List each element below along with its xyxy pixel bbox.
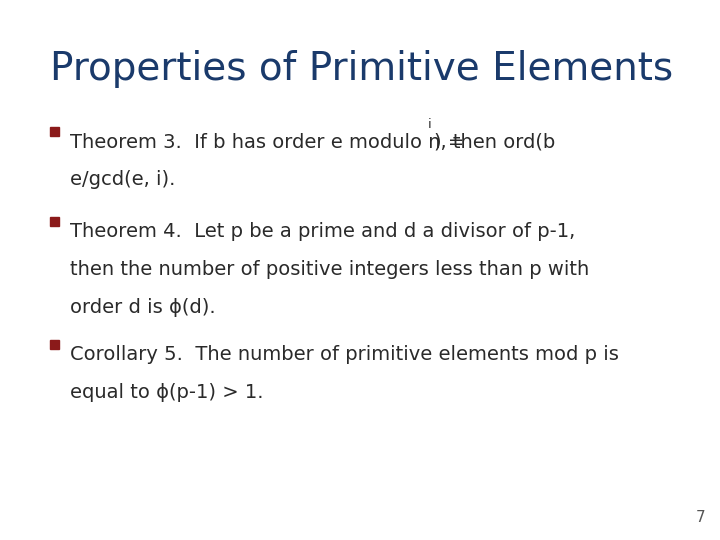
Bar xyxy=(50,217,59,226)
Bar xyxy=(50,340,59,349)
Text: Properties of Primitive Elements: Properties of Primitive Elements xyxy=(50,50,673,88)
Text: Theorem 4.  Let p be a prime and d a divisor of p-1,: Theorem 4. Let p be a prime and d a divi… xyxy=(70,222,575,241)
Text: Corollary 5.  The number of primitive elements mod p is: Corollary 5. The number of primitive ele… xyxy=(70,345,619,364)
Bar xyxy=(50,127,59,136)
Text: ) =: ) = xyxy=(433,132,464,151)
Text: then the number of positive integers less than p with: then the number of positive integers les… xyxy=(70,260,589,279)
Text: equal to ϕ(p-1) > 1.: equal to ϕ(p-1) > 1. xyxy=(70,383,264,402)
Text: i: i xyxy=(428,118,431,131)
Text: Theorem 3.  If b has order e modulo n, then ord(b: Theorem 3. If b has order e modulo n, th… xyxy=(70,132,555,151)
Text: e/gcd(e, i).: e/gcd(e, i). xyxy=(70,170,176,189)
Text: order d is ϕ(d).: order d is ϕ(d). xyxy=(70,298,215,317)
Text: 7: 7 xyxy=(696,510,705,525)
